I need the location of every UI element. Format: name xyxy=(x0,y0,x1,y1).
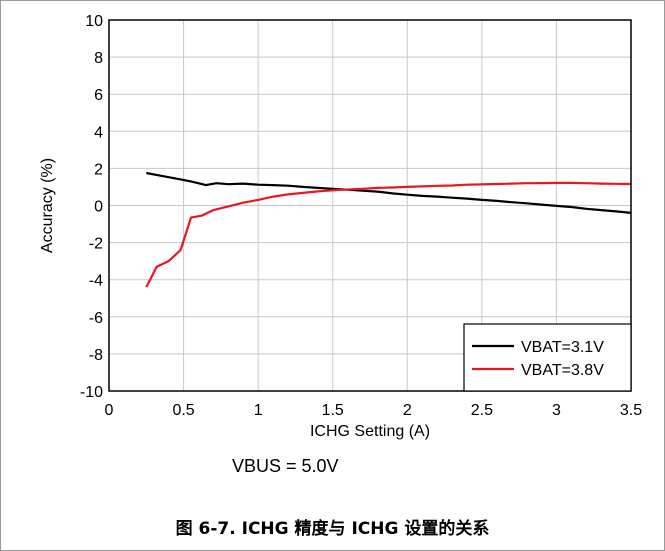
x-tick-label: 2 xyxy=(403,402,412,419)
x-tick-label: 0 xyxy=(105,402,114,419)
y-tick-label: -10 xyxy=(80,384,103,401)
tick-labels: 0 0.5 1 1.5 2 2.5 3 3.5 -10 -8 -6 -4 -2 0 2 4 6 8 10 xyxy=(80,13,642,419)
x-tick-label: 3 xyxy=(552,402,561,419)
x-tick-label: 1.5 xyxy=(322,402,344,419)
x-tick-label: 0.5 xyxy=(172,402,194,419)
series-lines xyxy=(145,171,632,288)
y-axis-label: Accuracy (%) xyxy=(39,158,56,253)
legend-label: VBAT=3.8V xyxy=(521,362,604,379)
series-line-vbat-3-8v xyxy=(145,181,632,288)
y-tick-label: 2 xyxy=(94,161,103,178)
x-tick-label: 3.5 xyxy=(620,402,642,419)
legend-box xyxy=(463,323,632,392)
x-axis-label: ICHG Setting (A) xyxy=(310,423,430,440)
legend-label: VBAT=3.1V xyxy=(521,339,604,356)
y-tick-label: -6 xyxy=(89,310,103,327)
plot-area-border xyxy=(108,19,632,392)
y-tick-label: 6 xyxy=(94,87,103,104)
x-tick-label: 1 xyxy=(254,402,263,419)
y-tick-label: 0 xyxy=(94,199,103,216)
y-tick-label: 4 xyxy=(94,124,103,141)
y-tick-label: 10 xyxy=(85,13,103,30)
legend: VBAT=3.1V VBAT=3.8V xyxy=(463,323,632,392)
x-tick-label: 2.5 xyxy=(471,402,493,419)
series-line-vbat-3-1v xyxy=(146,171,632,214)
y-tick-label: 8 xyxy=(94,50,103,67)
vbus-note: VBUS = 5.0V xyxy=(232,456,339,476)
y-tick-label: -4 xyxy=(89,273,103,290)
y-tick-label: -8 xyxy=(89,347,103,364)
y-tick-label: -2 xyxy=(89,236,103,253)
figure-caption: 图 6-7. ICHG 精度与 ICHG 设置的关系 xyxy=(175,519,490,539)
